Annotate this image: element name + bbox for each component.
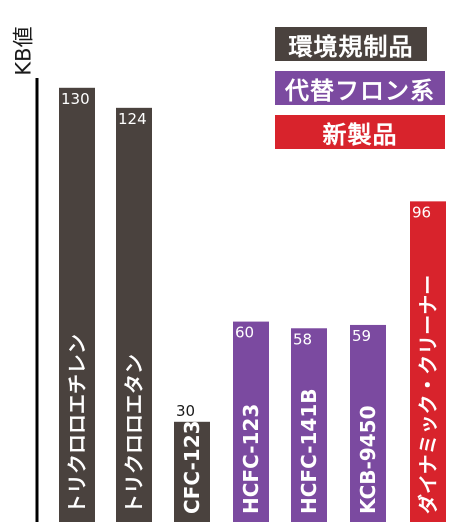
value-label-1: 124 [118, 110, 147, 128]
bar-2 [174, 421, 210, 522]
category-label-0: トリクロロエチレン [65, 334, 89, 514]
value-label-4: 58 [293, 330, 312, 348]
value-label-2: 30 [176, 402, 195, 420]
bar-6 [410, 201, 446, 522]
category-label-4: HCFC-141B [297, 388, 321, 514]
category-label-3: HCFC-123 [239, 404, 263, 514]
value-label-3: 60 [235, 324, 254, 342]
bar-4 [291, 328, 327, 522]
value-label-6: 96 [412, 203, 431, 221]
legend-item-0: 環境規制品 [275, 27, 427, 61]
category-label-1: トリクロロエタン [122, 354, 146, 514]
legend-item-2: 新製品 [275, 115, 445, 149]
y-axis-label: KB値 [11, 26, 36, 76]
bar-1 [116, 107, 152, 522]
category-label-2: CFC-123 [180, 420, 204, 514]
category-label-5: KCB-9450 [356, 406, 380, 515]
category-label-6: ダイナミック・クリーナー [416, 275, 440, 514]
value-label-5: 59 [352, 327, 371, 345]
bar-3 [233, 321, 269, 522]
value-label-0: 130 [61, 90, 90, 108]
bar-5 [350, 324, 386, 522]
bar-0 [59, 87, 95, 522]
legend-item-1: 代替フロン系 [275, 71, 445, 105]
